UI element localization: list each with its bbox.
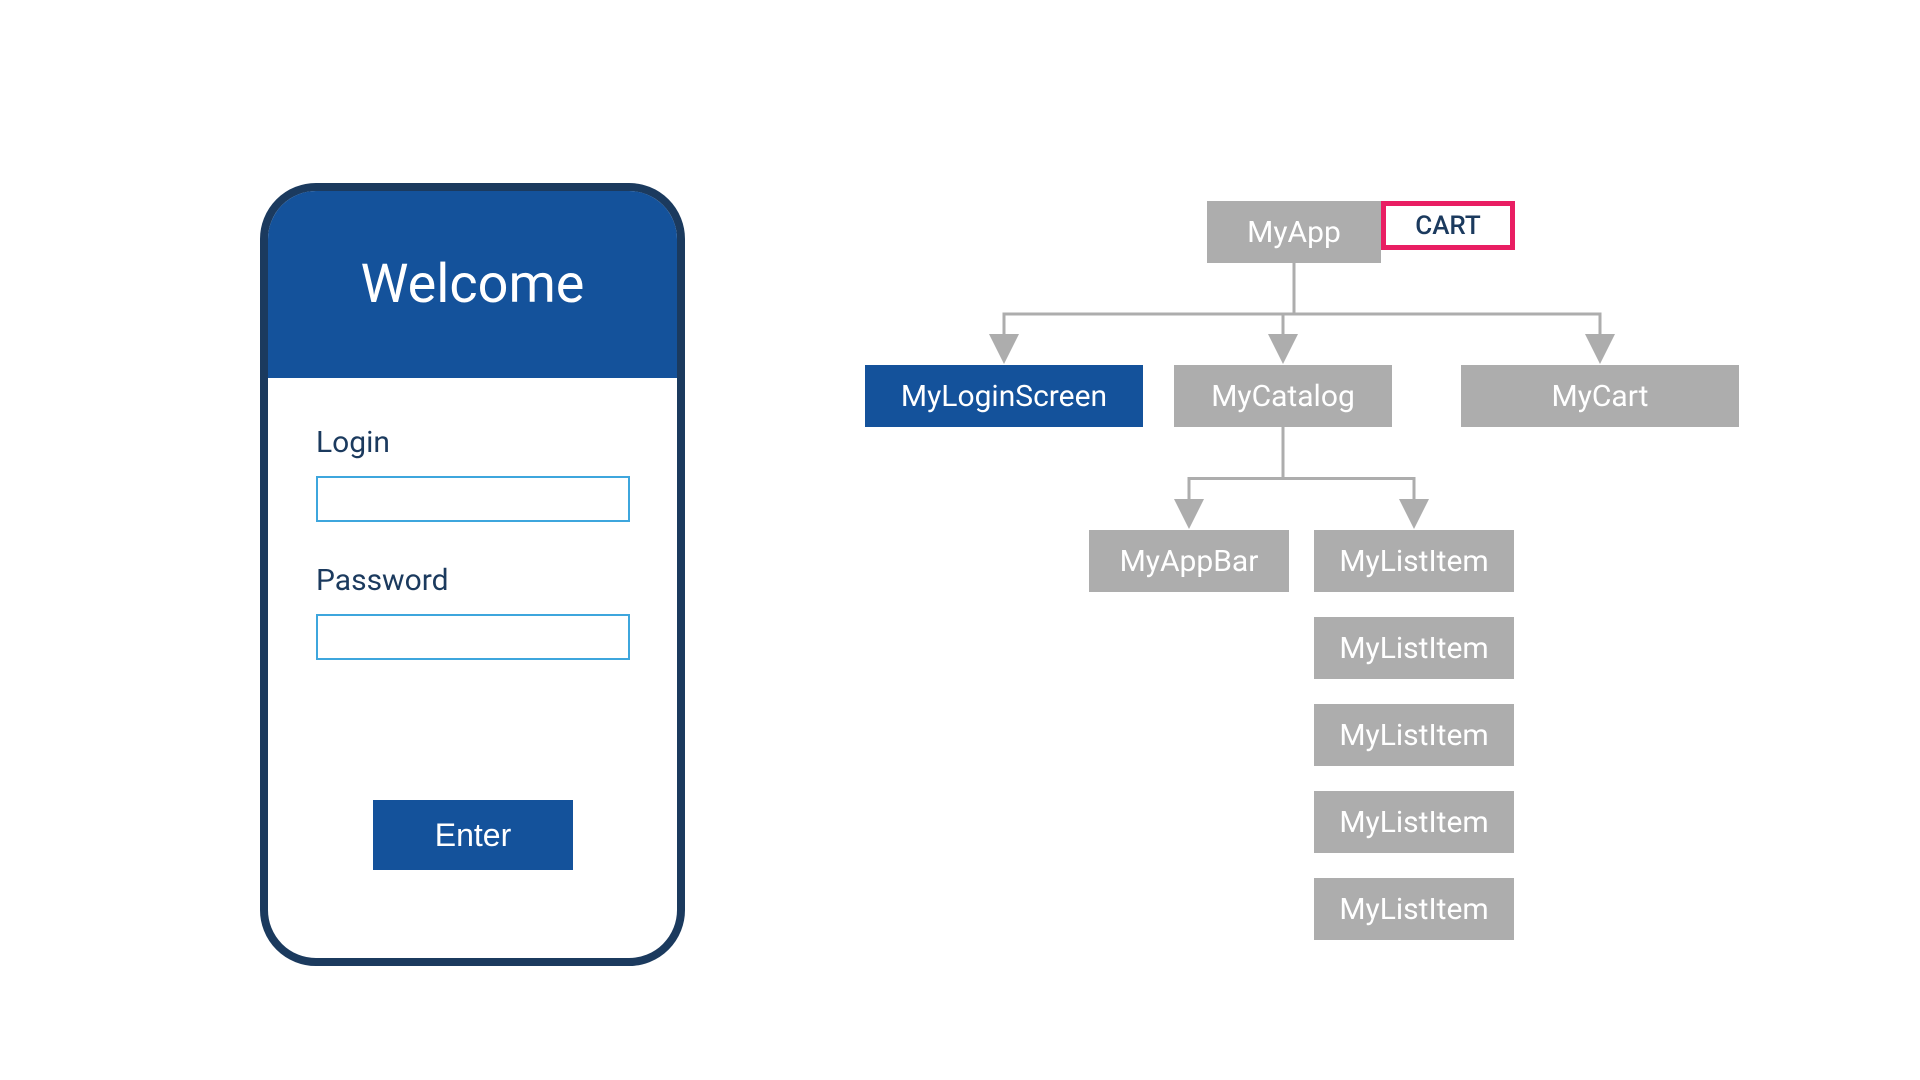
- tree-node-mycatalog: MyCatalog: [1174, 365, 1392, 427]
- tree-node-mylistitem2: MyListItem: [1314, 617, 1514, 679]
- cart-badge: CART: [1381, 201, 1515, 250]
- cart-badge-label: CART: [1415, 211, 1481, 241]
- tree-node-mylogin: MyLoginScreen: [865, 365, 1143, 427]
- tree-node-myappbar: MyAppBar: [1089, 530, 1289, 592]
- phone-welcome-title: Welcome: [361, 253, 585, 316]
- tree-node-myapp: MyApp: [1207, 201, 1381, 263]
- tree-node-mylistitem1: MyListItem: [1314, 530, 1514, 592]
- tree-node-mylistitem4: MyListItem: [1314, 791, 1514, 853]
- tree-node-mylistitem3: MyListItem: [1314, 704, 1514, 766]
- login-label: Login: [316, 425, 390, 460]
- enter-button[interactable]: Enter: [373, 800, 573, 870]
- tree-node-mylistitem5: MyListItem: [1314, 878, 1514, 940]
- tree-node-mycart: MyCart: [1461, 365, 1739, 427]
- password-input[interactable]: [316, 614, 630, 660]
- login-input[interactable]: [316, 476, 630, 522]
- phone-header: Welcome: [268, 191, 677, 378]
- password-label: Password: [316, 563, 449, 598]
